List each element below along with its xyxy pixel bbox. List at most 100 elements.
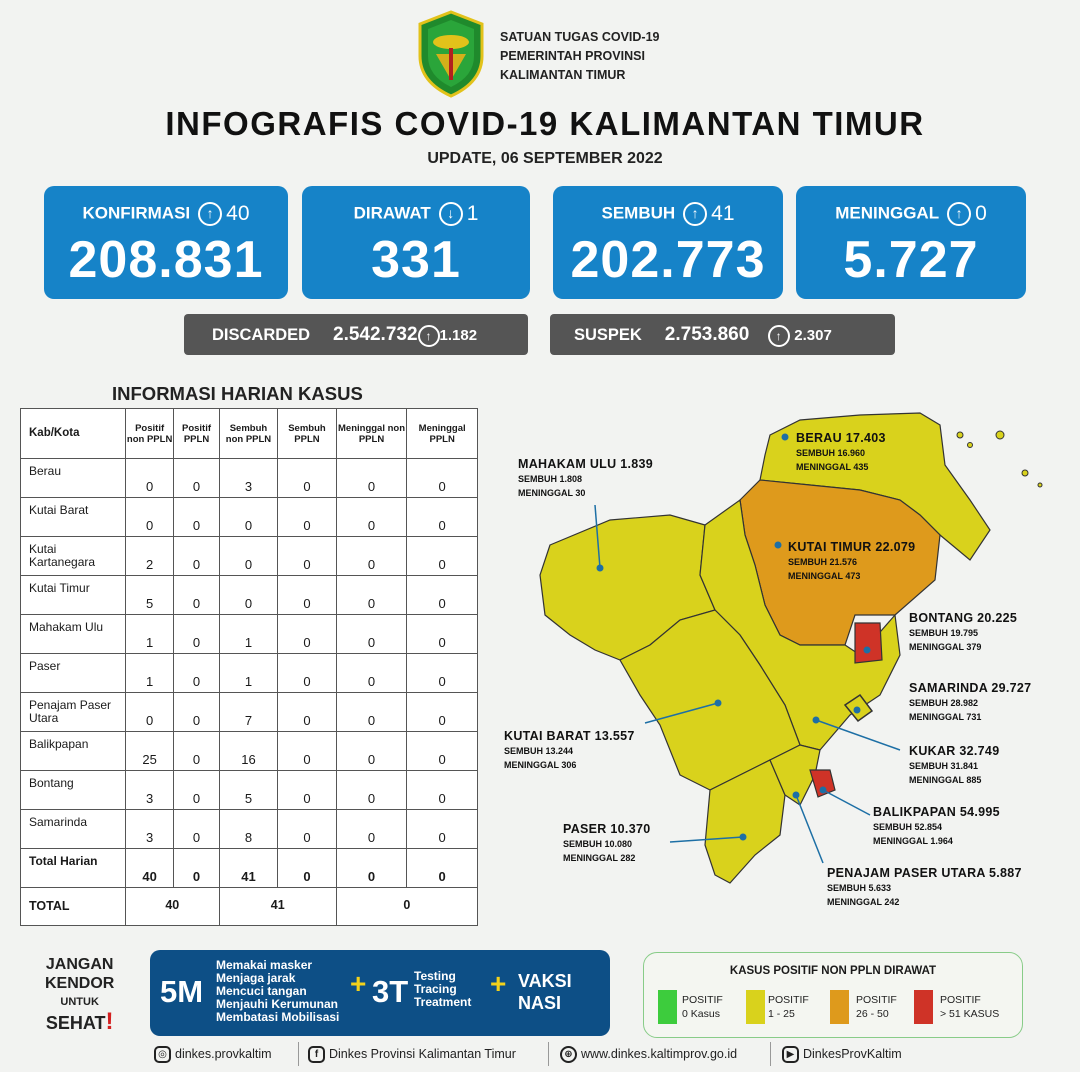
social-footer: ◎ dinkes.provkaltim f Dinkes Provinsi Kali… <box>150 1040 925 1068</box>
map-region-sembuh: SEMBUH 21.576 <box>788 557 858 567</box>
website-url: www.dinkes.kaltimprov.go.id <box>581 1046 738 1061</box>
sembuh-value: 202.773 <box>570 231 766 289</box>
value-cell: 1 <box>124 653 175 693</box>
table-row: Mahakam Ulu 1 0 1 0 0 0 <box>20 614 478 654</box>
kab-kota-cell: Paser <box>20 653 126 693</box>
value-cell: 0 <box>335 848 408 888</box>
instagram-link[interactable]: ◎ dinkes.provkaltim <box>154 1046 272 1063</box>
value-cell: 0 <box>277 809 337 849</box>
value-cell: 2 <box>124 536 175 576</box>
value-cell: 0 <box>406 770 478 810</box>
legend-swatch-yellow <box>746 990 765 1024</box>
youtube-link[interactable]: ▶ DinkesProvKaltim <box>782 1046 902 1063</box>
dirawat-card: DIRAWAT ↓ 1 331 <box>302 186 530 299</box>
map-label-kutai-timur: KUTAI TIMUR 22.079 SEMBUH 21.576 MENINGG… <box>788 540 915 582</box>
map-region-name: KUTAI BARAT 13.557 <box>504 729 635 743</box>
col-header: Positif PPLN <box>173 408 220 459</box>
value-cell: 0 <box>218 536 279 576</box>
facebook-link[interactable]: f Dinkes Provinsi Kalimantan Timur <box>308 1046 516 1063</box>
map-label-paser: PASER 10.370 SEMBUH 10.080 MENINGGAL 282 <box>563 822 650 864</box>
value-cell: 0 <box>277 458 337 498</box>
konfirmasi-value: 208.831 <box>68 231 264 289</box>
col-header: Sembuh PPLN <box>277 408 337 459</box>
value-cell: 0 <box>335 653 408 693</box>
total-sembuh: 41 <box>218 887 337 926</box>
region-bontang <box>854 622 883 664</box>
value-cell: 0 <box>173 692 220 732</box>
value-cell: 0 <box>406 458 478 498</box>
col-header: Meninggal PPLN <box>406 408 478 459</box>
sembuh-card: SEMBUH ↑ 41 202.773 <box>553 186 783 299</box>
value-cell: 0 <box>406 653 478 693</box>
map-label-kukar: KUKAR 32.749 SEMBUH 31.841 MENINGGAL 885 <box>909 744 999 786</box>
kab-kota-cell: Kutai Barat <box>20 497 126 537</box>
table-row: Kutai Kartanegara 2 0 0 0 0 0 <box>20 536 478 576</box>
legend-title: KASUS POSITIF NON PPLN DIRAWAT <box>729 965 937 977</box>
value-cell: 0 <box>335 458 408 498</box>
discarded-bar: DISCARDED 2.542.732 ↑ 1.182 <box>184 314 528 355</box>
map-region-meninggal: MENINGGAL 1.964 <box>873 836 953 846</box>
kab-kota-cell: Bontang <box>20 770 126 810</box>
map-region-sembuh: SEMBUH 5.633 <box>827 883 892 893</box>
value-cell: 0 <box>173 731 220 771</box>
map-region-sembuh: SEMBUH 19.795 <box>909 628 979 638</box>
legend-label-line: 0 Kasus <box>682 1008 720 1020</box>
org-line-3: KALIMANTAN TIMUR <box>500 68 626 82</box>
total-meninggal: 0 <box>335 887 479 926</box>
kab-kota-cell: Kutai Timur <box>20 575 126 615</box>
5m-label: 5M <box>160 974 204 1009</box>
map-region-name: SAMARINDA 29.727 <box>909 681 1032 695</box>
arrow-up-icon: ↑ <box>767 324 790 347</box>
value-cell: 0 <box>406 848 478 888</box>
value-cell: 5 <box>218 770 279 810</box>
value-cell: 0 <box>277 614 337 654</box>
value-cell: 0 <box>406 575 478 615</box>
value-cell: 0 <box>335 692 408 732</box>
value-cell: 0 <box>173 809 220 849</box>
value-cell: 0 <box>277 848 337 888</box>
value-cell: 0 <box>124 692 175 732</box>
value-cell: 0 <box>406 692 478 732</box>
value-cell: 0 <box>335 614 408 654</box>
map-label-berau: BERAU 17.403 SEMBUH 16.960 MENINGGAL 435 <box>796 431 886 473</box>
suspek-value: 2.753.860 <box>664 324 750 345</box>
table-row: Penajam Paser Utara 0 0 7 0 0 0 <box>20 692 478 732</box>
value-cell: 0 <box>406 497 478 537</box>
region-balikpapan <box>809 769 836 798</box>
slogan-exclamation: ! <box>105 1008 114 1035</box>
vaksinasi-line: VAKSI <box>518 971 572 991</box>
daily-cases-table: Kab/Kota Positif non PPLN Positif PPLN S… <box>20 408 479 926</box>
value-cell: 0 <box>173 497 220 537</box>
meninggal-delta: 0 <box>975 202 987 225</box>
value-cell: 0 <box>124 497 175 537</box>
col-header: Positif non PPLN <box>124 408 175 459</box>
5m-item: Menjauhi Kerumunan <box>216 997 339 1011</box>
website-link[interactable]: ⊕ www.dinkes.kaltimprov.go.id <box>560 1046 737 1063</box>
value-cell: 3 <box>124 809 175 849</box>
arrow-up-icon: ↑ <box>417 324 440 347</box>
legend-swatch-green <box>658 990 677 1024</box>
legend-label-line: POSITIF <box>940 994 981 1006</box>
legend-label-line: POSITIF <box>682 994 723 1006</box>
value-cell: 0 <box>335 770 408 810</box>
value-cell: 0 <box>277 692 337 732</box>
table-row: Samarinda 3 0 8 0 0 0 <box>20 809 478 849</box>
value-cell: 40 <box>124 848 175 888</box>
facebook-handle: Dinkes Provinsi Kalimantan Timur <box>329 1046 516 1061</box>
value-cell: 0 <box>335 809 408 849</box>
map-region-meninggal: MENINGGAL 731 <box>909 712 982 722</box>
value-cell: 0 <box>406 809 478 849</box>
legend-swatch-red <box>914 990 933 1024</box>
meninggal-card: MENINGGAL ↑ 0 5.727 <box>796 186 1026 299</box>
meninggal-value: 5.727 <box>843 231 979 289</box>
legend-label: POSITIF 0 Kasus <box>682 993 723 1021</box>
map-region-meninggal: MENINGGAL 306 <box>504 760 577 770</box>
sembuh-label: SEMBUH <box>601 203 676 223</box>
suspek-bar: SUSPEK 2.753.860 ↑ 2.307 <box>550 314 895 355</box>
col-header: Kab/Kota <box>20 408 126 459</box>
discarded-delta: 1.182 <box>439 327 478 344</box>
table-row: Berau 0 0 3 0 0 0 <box>20 458 478 498</box>
total-label: TOTAL <box>20 887 126 926</box>
map-label-ppu: PENAJAM PASER UTARA 5.887 SEMBUH 5.633 M… <box>827 866 1022 908</box>
table-title: INFORMASI HARIAN KASUS <box>112 383 363 404</box>
